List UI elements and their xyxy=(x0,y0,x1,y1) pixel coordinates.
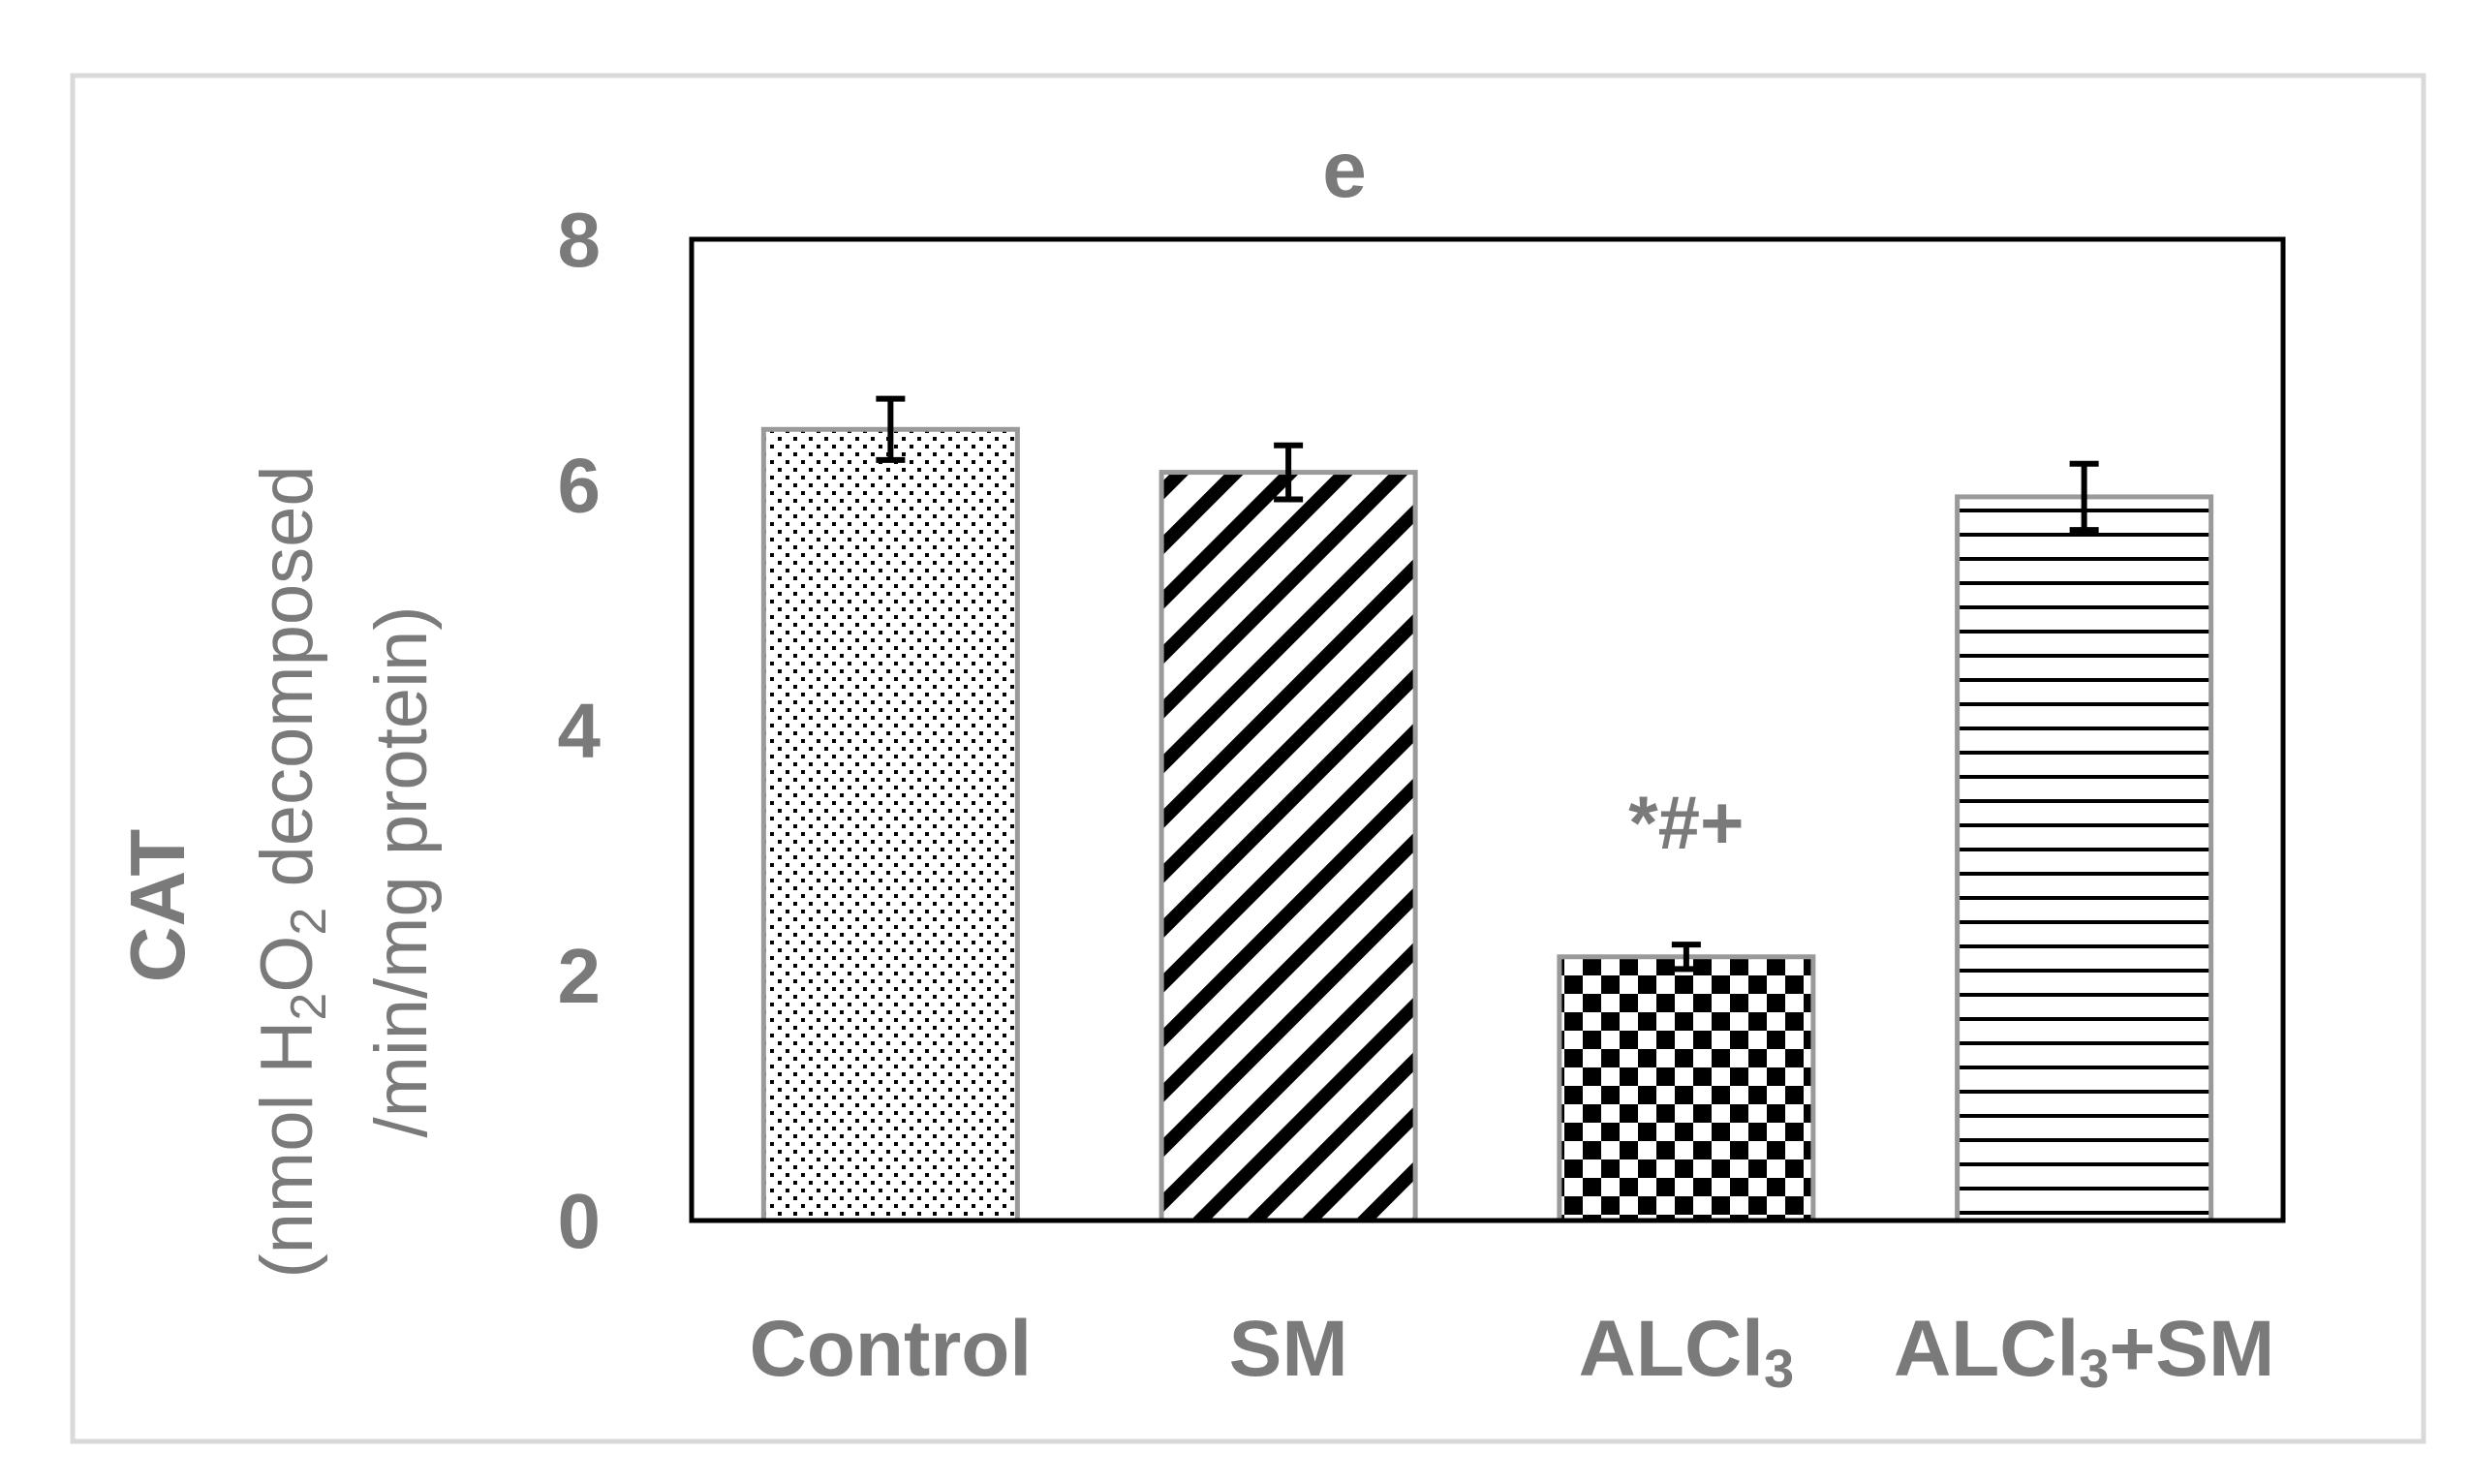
y-tick-label: 6 xyxy=(558,442,602,528)
bar-0 xyxy=(760,426,1020,1223)
y-tick-label: 2 xyxy=(558,933,602,1019)
y-axis-label-line2: /min/mg protein) xyxy=(360,605,443,1137)
y-tick-label: 4 xyxy=(558,688,602,774)
y-axis-label-bold: CAT xyxy=(114,829,201,983)
y-tick-labels: 0 2 4 6 8 xyxy=(558,197,602,1264)
x-tick-label: ALCl3 xyxy=(1579,1305,1794,1399)
bar-2 xyxy=(1557,954,1816,1223)
significance-annotation: *#+ xyxy=(1628,780,1744,865)
chart-title: e xyxy=(1322,126,1367,214)
y-axis-label-line1: (nmol H2O2 decomposed xyxy=(246,465,337,1278)
x-tick-label: Control xyxy=(750,1305,1032,1393)
error-bar-2 xyxy=(1671,942,1701,973)
y-tick-label: 0 xyxy=(558,1178,602,1264)
bar-3 xyxy=(1955,494,2214,1223)
error-bar-1 xyxy=(1274,442,1304,503)
y-tick-label: 8 xyxy=(558,197,602,283)
plot-area xyxy=(689,236,2286,1223)
bars: *#+ xyxy=(760,395,2214,1223)
y-axis-label: CAT (nmol H2O2 decomposed /min/mg protei… xyxy=(114,465,443,1278)
error-bar-3 xyxy=(2069,460,2099,534)
outer-frame xyxy=(70,73,2426,1444)
x-tick-labels: Control SM ALCl3 ALCl3+SM xyxy=(750,1305,2275,1399)
bar-1 xyxy=(1158,470,1418,1223)
error-bar-0 xyxy=(876,395,906,463)
x-tick-label: ALCl3+SM xyxy=(1894,1305,2274,1399)
x-tick-label: SM xyxy=(1229,1305,1348,1393)
